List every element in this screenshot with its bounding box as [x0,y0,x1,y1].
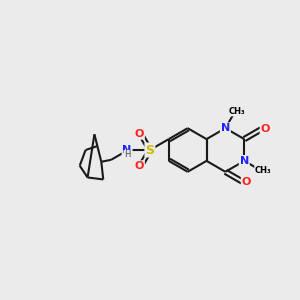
Text: S: S [146,143,154,157]
Text: N: N [122,145,132,155]
Text: N: N [221,123,230,133]
Text: CH₃: CH₃ [255,166,272,175]
Text: N: N [240,156,249,166]
Text: H: H [124,151,130,160]
Text: CH₃: CH₃ [228,107,245,116]
Text: O: O [135,129,144,139]
Text: O: O [260,124,270,134]
Text: O: O [242,177,251,187]
Text: O: O [135,161,144,171]
